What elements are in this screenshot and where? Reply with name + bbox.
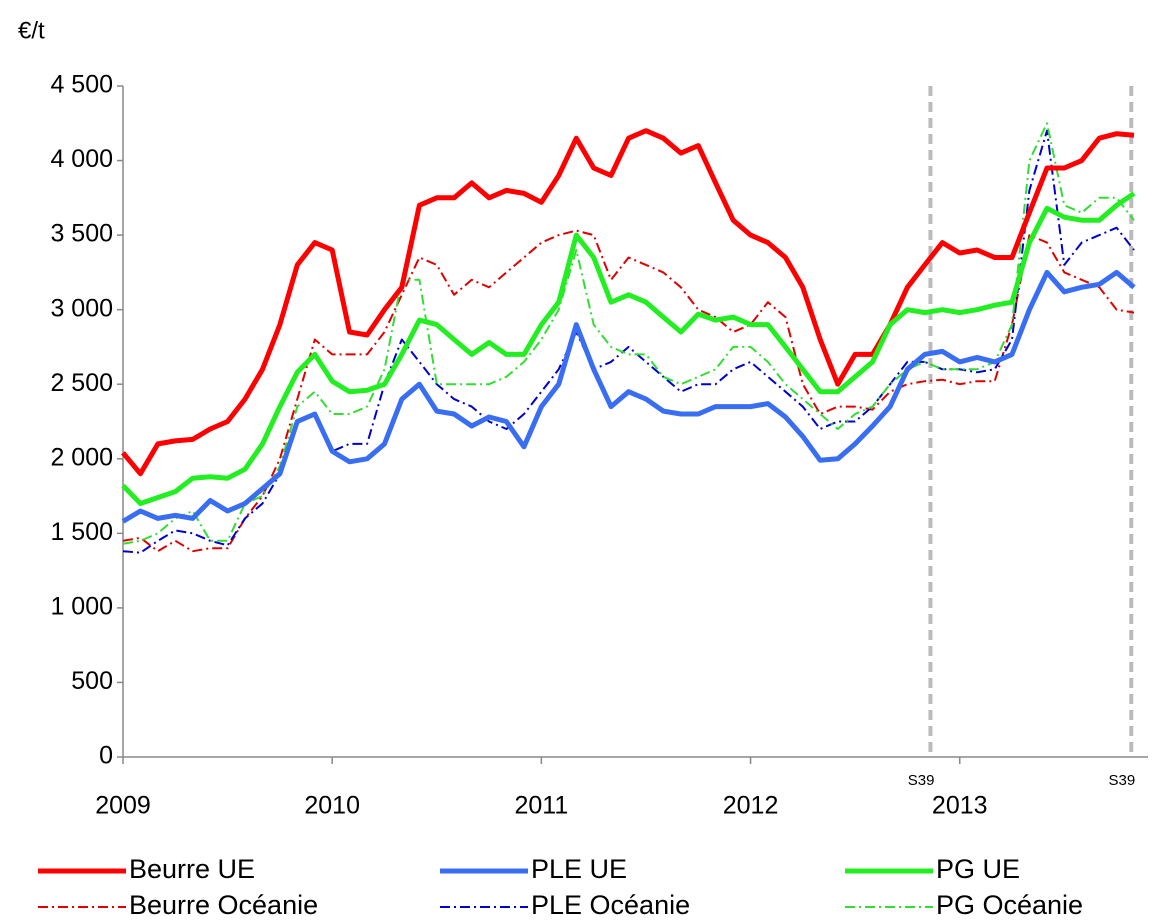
x-tick-label: 2013 bbox=[932, 792, 988, 820]
annotation-label: S39 bbox=[908, 772, 935, 789]
legend-label: PLE Océanie bbox=[531, 890, 690, 920]
x-tick-label: 2009 bbox=[95, 792, 151, 820]
y-tick-label: 3 000 bbox=[50, 294, 113, 322]
x-tick-label: 2010 bbox=[304, 792, 360, 820]
series-line bbox=[121, 191, 1136, 506]
y-tick-label: 500 bbox=[71, 667, 113, 695]
series-line bbox=[121, 269, 1136, 524]
legend-label: Beurre Océanie bbox=[129, 890, 318, 920]
y-tick-label: 1 500 bbox=[50, 518, 113, 546]
legend-label: Beurre UE bbox=[129, 854, 255, 884]
y-tick-label: 0 bbox=[99, 742, 113, 770]
y-tick-label: 2 000 bbox=[50, 443, 113, 471]
x-tick-label: 2011 bbox=[514, 792, 568, 820]
legend-label: PLE UE bbox=[531, 854, 627, 884]
series-line bbox=[122, 122, 1135, 545]
x-tick-label: 2012 bbox=[723, 792, 779, 820]
series-line bbox=[122, 229, 1135, 553]
legend-label: PG Océanie bbox=[936, 890, 1083, 920]
y-axis-label: €/t bbox=[18, 17, 45, 44]
y-tick-label: 4 000 bbox=[50, 145, 113, 173]
y-tick-label: 2 500 bbox=[50, 369, 113, 397]
series-line bbox=[122, 129, 1135, 554]
series-line bbox=[121, 128, 1135, 477]
annotation-label: S39 bbox=[1109, 772, 1136, 789]
y-tick-label: 3 500 bbox=[50, 220, 113, 248]
y-tick-label: 4 500 bbox=[50, 71, 113, 99]
legend-label: PG UE bbox=[936, 854, 1020, 884]
y-tick-label: 1 000 bbox=[50, 592, 113, 620]
